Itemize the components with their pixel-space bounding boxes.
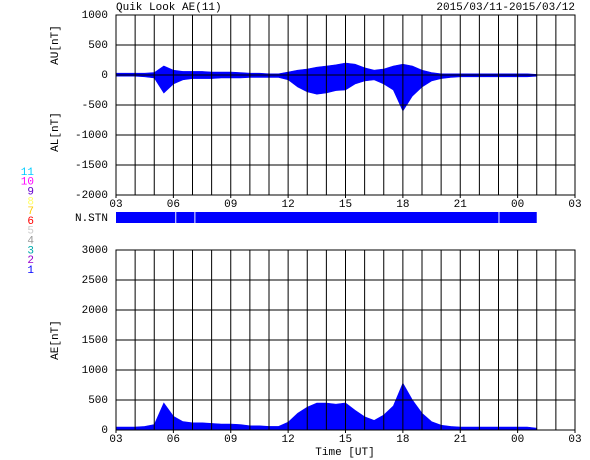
y-tick-label: -500 [82,100,108,112]
x-tick-label: 00 [511,434,524,446]
station-number: 7 [27,206,34,218]
y-axis-label: AE[nT] [50,320,62,360]
y-tick-label: 2000 [82,305,108,317]
y-tick-label: 2500 [82,275,108,287]
station-number: 6 [27,216,34,228]
x-tick-label: 12 [282,199,295,211]
station-number: 11 [21,167,35,179]
y-tick-label: 3000 [82,245,108,257]
y-tick-label: 1000 [82,10,108,22]
x-tick-label: 00 [511,199,524,211]
x-tick-label: 09 [224,434,237,446]
x-tick-label: 09 [224,199,237,211]
y-axis-label: AL[nT] [50,112,62,152]
station-bar [499,212,537,223]
y-tick-label: 500 [88,395,108,407]
x-axis-label: Time [UT] [315,447,374,459]
x-tick-label: 21 [454,199,468,211]
station-number: 2 [27,255,34,267]
x-tick-label: 18 [396,434,409,446]
y-tick-label: 1000 [82,365,108,377]
date-range: 2015/03/11-2015/03/12 [436,2,575,14]
station-number: 3 [27,245,34,257]
station-bar [116,212,176,223]
station-number: 8 [27,196,34,208]
x-tick-label: 15 [339,199,352,211]
x-tick-label: 03 [109,434,122,446]
plot-frame [115,249,576,431]
y-tick-label: -1500 [75,160,108,172]
x-tick-label: 03 [568,434,581,446]
title: Quik Look AE(11) [116,2,222,14]
y-tick-label: 500 [88,40,108,52]
y-tick-label: -1000 [75,130,108,142]
y-tick-label: -2000 [75,190,108,202]
x-tick-label: 21 [454,434,468,446]
station-number: 5 [27,226,34,238]
x-tick-label: 18 [396,199,409,211]
station-number: 4 [27,236,34,248]
station-number: 9 [27,187,34,199]
y-tick-label: 0 [101,70,108,82]
x-tick-label: 03 [109,199,122,211]
y-tick-label: 1500 [82,335,108,347]
x-tick-label: 06 [167,199,180,211]
station-number: 1 [27,265,34,277]
plot-frame [115,14,576,196]
station-bar [195,212,499,223]
x-tick-label: 03 [568,199,581,211]
x-tick-label: 06 [167,434,180,446]
station-bar [176,212,195,223]
stn-label: N.STN [75,213,108,225]
x-tick-label: 12 [282,434,295,446]
y-tick-label: 0 [101,425,108,437]
y-axis-label: AU[nT] [50,25,62,65]
station-number: 10 [21,177,34,189]
x-tick-label: 15 [339,434,352,446]
